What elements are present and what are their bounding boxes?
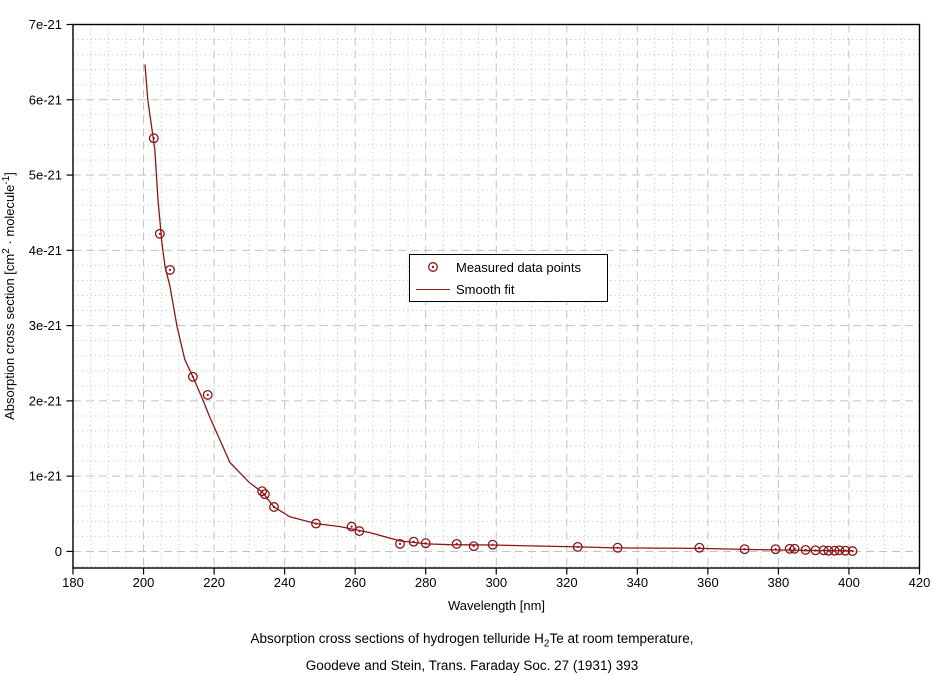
axis-ticks <box>66 23 921 575</box>
measured-points-marker-icon <box>410 259 456 275</box>
data-point-marker <box>269 502 279 512</box>
legend: Measured data points Smooth fit <box>409 254 608 302</box>
x-tick-label: 200 <box>133 575 155 590</box>
data-point-center-dot <box>358 530 361 533</box>
x-tick-label: 280 <box>415 575 437 590</box>
y-tick-label: 2e-21 <box>29 393 62 408</box>
x-tick-label: 420 <box>909 575 931 590</box>
data-point-marker <box>165 264 175 275</box>
y-tick-label: 0 <box>55 544 62 559</box>
data-point-center-dot <box>804 548 807 552</box>
data-point-center-dot <box>152 137 155 140</box>
x-tick-label: 340 <box>626 575 648 590</box>
tick-labels: 180 200 220 240 260 280 300 320 340 360 380 400 420 0… <box>29 17 931 590</box>
data-point-marker <box>395 538 405 549</box>
data-point-center-dot <box>350 525 353 528</box>
data-point-center-dot <box>272 505 276 509</box>
data-point-center-dot <box>698 546 701 549</box>
x-axis-label: Wavelength [nm] <box>447 598 546 613</box>
y-tick-label: 4e-21 <box>29 243 62 258</box>
caption-line1-post: Te at room temperature, <box>549 631 694 646</box>
data-point-marker <box>154 228 165 239</box>
x-tick-label: 180 <box>62 575 84 590</box>
data-point-marker <box>694 542 705 553</box>
data-point-marker <box>612 542 623 553</box>
x-tick-label: 380 <box>768 575 790 590</box>
y-tick-label: 7e-21 <box>29 17 62 32</box>
data-point-marker <box>739 544 750 555</box>
data-point-marker <box>346 521 357 532</box>
data-point-marker <box>354 526 365 537</box>
data-point-center-dot <box>851 550 854 553</box>
data-point-marker <box>257 486 268 497</box>
data-point-center-dot <box>743 548 746 551</box>
data-point-center-dot <box>844 549 847 552</box>
data-point-marker <box>187 371 198 382</box>
data-point-marker <box>408 536 419 547</box>
caption-line1-pre: Absorption cross sections of hydrogen te… <box>250 631 544 646</box>
data-point-center-dot <box>793 547 796 550</box>
data-point-marker <box>420 538 431 549</box>
data-point-center-dot <box>168 268 172 271</box>
data-point-marker <box>148 133 159 144</box>
x-tick-label: 360 <box>697 575 719 590</box>
data-point-center-dot <box>206 393 209 396</box>
data-point-center-dot <box>191 375 194 378</box>
figure-caption: Absorption cross sections of hydrogen te… <box>0 628 944 676</box>
data-point-center-dot <box>576 545 579 549</box>
data-point-marker <box>572 541 583 552</box>
smooth-fit-curve <box>144 64 853 552</box>
y-tick-label: 3e-21 <box>29 318 62 333</box>
data-point-marker <box>451 538 462 549</box>
measured-data-points <box>148 133 858 557</box>
legend-label-fit: Smooth fit <box>456 281 515 297</box>
data-point-center-dot <box>827 549 830 552</box>
x-tick-label: 220 <box>203 575 225 590</box>
data-point-center-dot <box>314 522 318 525</box>
caption-line1-sub: 2 <box>543 638 550 650</box>
x-tick-label: 300 <box>485 575 507 590</box>
y-tick-label: 1e-21 <box>29 469 62 484</box>
absorption-spectrum-plot: 180 200 220 240 260 280 300 320 340 360 380 400 420 0… <box>1 17 931 590</box>
data-point-center-dot <box>158 232 161 235</box>
data-point-marker <box>770 544 781 555</box>
data-point-marker <box>468 541 479 552</box>
data-point-center-dot <box>814 549 817 552</box>
data-point-marker <box>259 489 270 500</box>
data-point-marker <box>800 544 811 555</box>
caption-line-1: Absorption cross sections of hydrogen te… <box>0 628 944 655</box>
data-point-center-dot <box>412 540 415 543</box>
x-tick-label: 400 <box>838 575 860 590</box>
y-tick-label: 6e-21 <box>29 92 62 107</box>
data-point-marker <box>789 543 800 554</box>
grid-major <box>73 24 920 568</box>
x-tick-label: 320 <box>556 575 578 590</box>
x-tick-label: 240 <box>274 575 296 590</box>
legend-item-fit: Smooth fit <box>410 279 607 300</box>
data-point-center-dot <box>455 542 458 546</box>
data-point-center-dot <box>424 542 427 545</box>
data-point-marker <box>487 539 498 550</box>
data-point-center-dot <box>838 549 841 552</box>
data-point-marker <box>847 546 858 557</box>
y-tick-label: 5e-21 <box>29 168 62 183</box>
data-point-center-dot <box>491 543 494 546</box>
legend-label-measured: Measured data points <box>456 259 582 275</box>
caption-line-2: Goodeve and Stein, Trans. Faraday Soc. 2… <box>305 658 639 674</box>
legend-item-measured: Measured data points <box>410 257 607 278</box>
data-point-center-dot <box>616 546 619 549</box>
y-axis-label: Absorption cross section [cm2 · molecule… <box>1 172 17 420</box>
data-point-center-dot <box>774 548 777 551</box>
data-point-center-dot <box>263 493 266 496</box>
data-point-marker <box>311 518 321 529</box>
data-point-center-dot <box>472 545 475 548</box>
smooth-fit-line-icon <box>410 288 456 290</box>
x-tick-label: 260 <box>344 575 366 590</box>
data-point-marker <box>202 389 213 400</box>
data-point-center-dot <box>398 542 402 546</box>
data-point-marker <box>823 545 834 556</box>
data-point-marker <box>834 545 845 556</box>
data-point-marker <box>840 545 851 556</box>
